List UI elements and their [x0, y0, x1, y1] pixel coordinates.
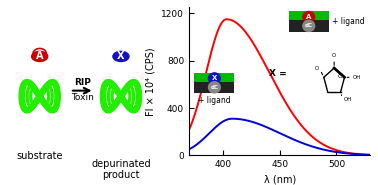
Text: A: A	[36, 51, 43, 61]
Text: + ligand: + ligand	[198, 96, 231, 105]
Ellipse shape	[113, 51, 129, 61]
Text: OH: OH	[343, 97, 352, 102]
Text: product: product	[102, 170, 140, 180]
Ellipse shape	[303, 11, 314, 23]
Text: X: X	[212, 75, 217, 81]
Text: Toxin: Toxin	[71, 93, 94, 102]
Text: A: A	[306, 14, 311, 20]
Text: O: O	[315, 66, 319, 71]
Ellipse shape	[32, 51, 48, 61]
Text: substrate: substrate	[16, 151, 63, 161]
Ellipse shape	[209, 73, 220, 84]
Ellipse shape	[303, 20, 314, 31]
Text: X: X	[117, 51, 125, 61]
Ellipse shape	[209, 82, 220, 93]
Text: depurinated: depurinated	[91, 159, 151, 169]
Text: O: O	[332, 53, 336, 58]
Text: dC: dC	[305, 23, 313, 28]
Y-axis label: FI × 10⁴ (CPS): FI × 10⁴ (CPS)	[146, 47, 156, 116]
Text: dC: dC	[211, 85, 218, 90]
X-axis label: λ (nm): λ (nm)	[263, 175, 296, 185]
Text: RIP: RIP	[74, 78, 91, 87]
Text: + ligand: + ligand	[332, 17, 365, 26]
Text: OH: OH	[353, 75, 361, 80]
Text: X =: X =	[269, 70, 287, 78]
Text: O: O	[338, 74, 342, 79]
